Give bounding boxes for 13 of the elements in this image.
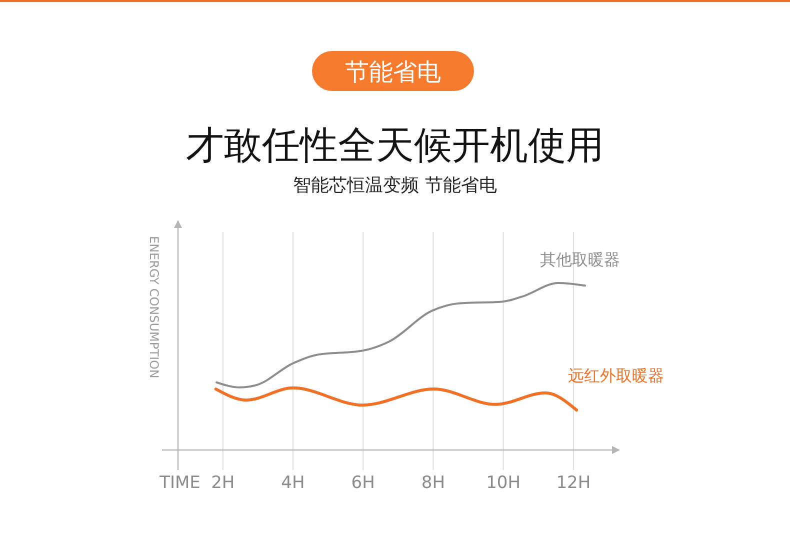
chart-title: 才敢任性全天候开机使用 <box>186 123 604 167</box>
y-axis-title: ENERGY CONSUMPTION <box>147 236 161 378</box>
x-axis-title: TIME <box>158 473 200 493</box>
x-tick-label: 6H <box>351 473 375 493</box>
x-tick-label: 10H <box>486 473 521 493</box>
x-tick-label: 4H <box>281 473 305 493</box>
chart-subtitle: 智能芯恒温变频 节能省电 <box>293 175 497 196</box>
text: 节能省电 <box>345 58 441 86</box>
x-tick-label: 2H <box>211 473 235 493</box>
series-label: 其他取暖器 <box>540 250 620 269</box>
series-label: 远红外取暖器 <box>568 366 664 385</box>
x-tick-label: 8H <box>421 473 446 493</box>
x-tick-label: 12H <box>556 473 591 493</box>
